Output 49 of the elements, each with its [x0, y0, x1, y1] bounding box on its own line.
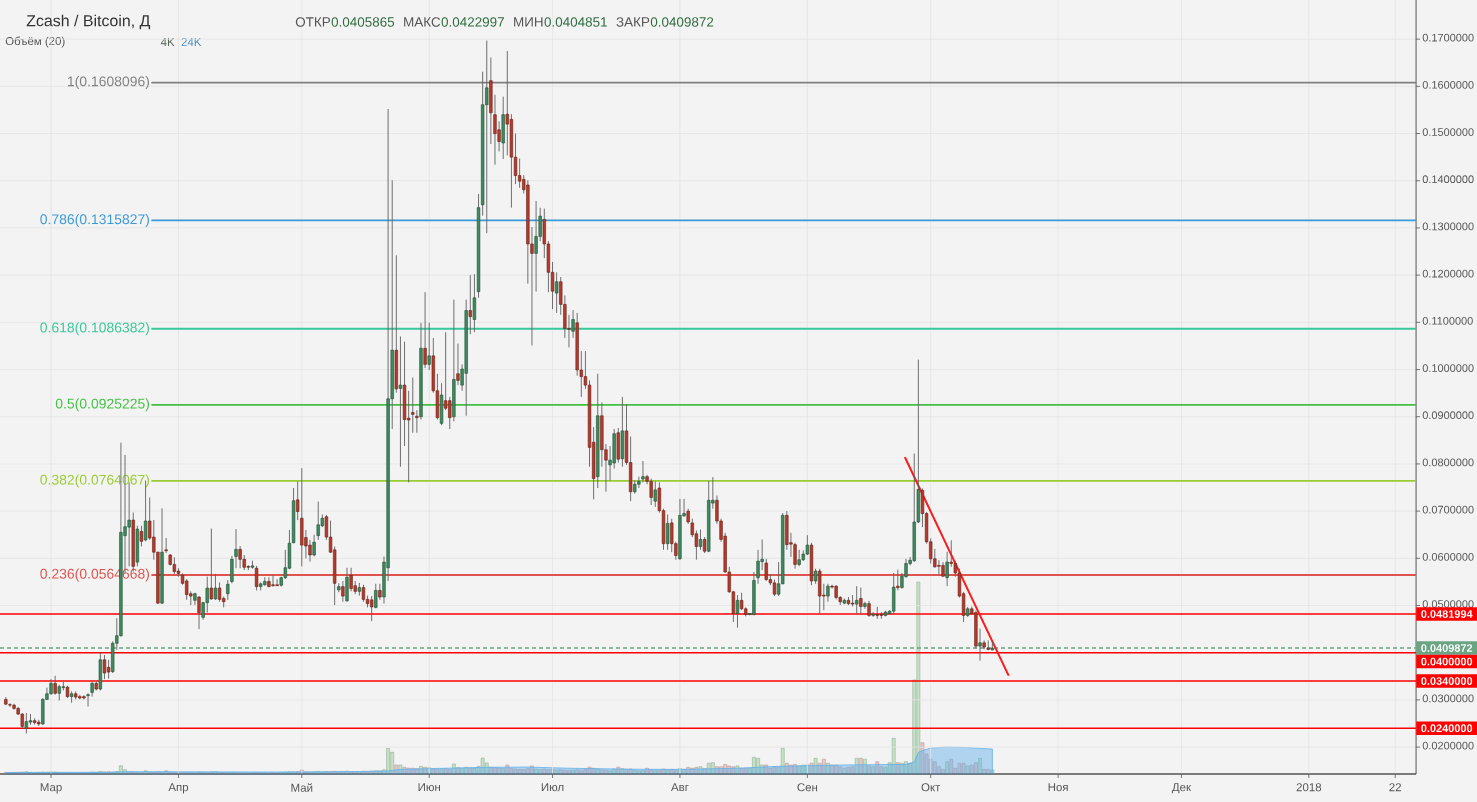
annotation: 0.0404851	[544, 17, 607, 27]
series-label: 0.5(0.0925225)	[55, 398, 150, 412]
series-label: 1(0.1608096)	[67, 76, 150, 90]
annotation: 4K	[160, 38, 175, 46]
ref-line-label: 0.0400000	[1421, 657, 1473, 666]
series-label: 0.382(0.0764067)	[40, 474, 149, 488]
y-tick-label: 0.1400000	[1422, 175, 1474, 184]
y-tick-label: 0.0800000	[1422, 458, 1474, 467]
x-tick-label: Апр	[168, 783, 189, 794]
y-tick-label: 0.0900000	[1422, 411, 1474, 420]
ref-line-label: 0.0240000	[1421, 724, 1473, 733]
x-tick-label: Дек	[1171, 783, 1192, 794]
x-tick-label: Ноя	[1048, 783, 1068, 792]
y-tick-label: 0.0600000	[1422, 552, 1474, 561]
ref-line-label: 0.0409872	[1421, 644, 1473, 652]
y-tick-label: 0.1100000	[1422, 316, 1473, 325]
x-tick-label: Авг	[671, 783, 689, 792]
x-tick-label: Мар	[40, 783, 62, 794]
annotation: МАКС	[404, 17, 441, 27]
annotation: 0.0422997	[441, 17, 504, 27]
y-tick-label: 0.1600000	[1422, 80, 1474, 89]
annotation: МИН	[514, 17, 543, 27]
y-tick-label: 0.1700000	[1422, 33, 1474, 42]
annotation: ЗАКР	[616, 17, 650, 27]
x-tick-label: Сен	[797, 783, 818, 792]
y-tick-label: 0.1000000	[1422, 364, 1474, 372]
ref-line-label: 0.0481994	[1421, 610, 1473, 618]
text: Zcash / Bitcoin, Д	[26, 14, 151, 30]
x-tick-label: Июн	[418, 783, 440, 792]
x-tick-label: Май	[291, 783, 313, 792]
chart-title: Объём (20)	[5, 36, 65, 48]
annotation: 0.0409872	[650, 17, 714, 27]
y-tick-label: 0.1200000	[1422, 269, 1474, 278]
y-tick-label: 0.1300000	[1422, 222, 1474, 231]
ref-line-label: 0.0340000	[1421, 677, 1473, 685]
y-tick-label: 0.0500000	[1422, 600, 1474, 608]
x-tick-label: 2018	[1296, 783, 1322, 792]
x-tick-label: Окт	[921, 783, 941, 792]
x-tick-label: 22	[1389, 783, 1401, 792]
annotation: 24K	[181, 37, 202, 46]
annotation: ОТКР	[295, 17, 330, 27]
x-tick-label: Июл	[541, 783, 564, 792]
y-tick-label: 0.0200000	[1422, 741, 1474, 750]
y-tick-label: 0.0300000	[1422, 694, 1474, 703]
series-label: 0.786(0.1315827)	[40, 213, 149, 227]
annotation: 0.0405865	[331, 17, 395, 27]
series-label: 0.618(0.1086382)	[40, 322, 149, 336]
y-tick-label: 0.0700000	[1422, 505, 1474, 514]
y-tick-label: 0.1500000	[1422, 128, 1474, 136]
